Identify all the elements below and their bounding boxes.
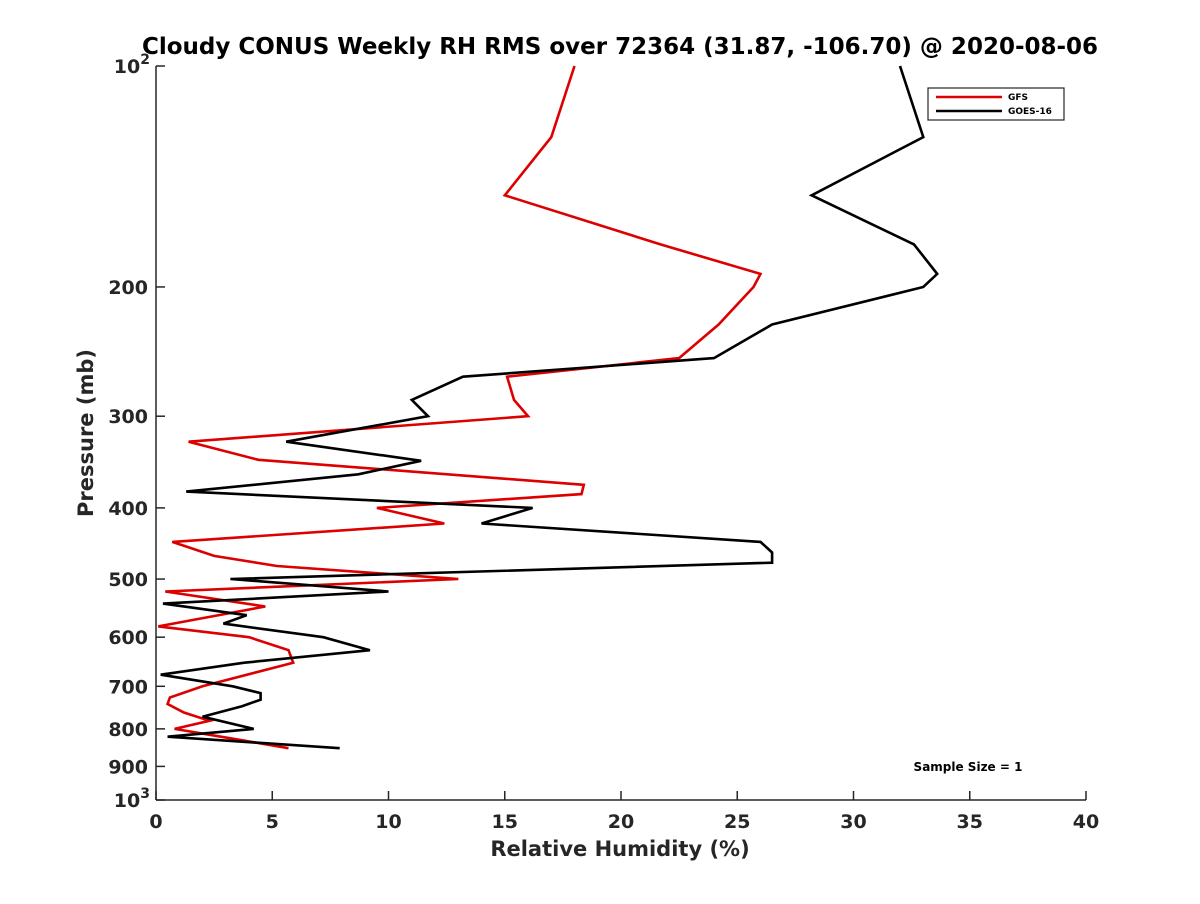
- y-tick-label: 300: [108, 406, 148, 428]
- sample-size-annotation: Sample Size = 1: [914, 760, 1023, 774]
- legend-entry-label: GOES-16: [1008, 107, 1052, 117]
- x-axis: 0 5 10 15 20 25 30 35 40: [149, 791, 1099, 833]
- legend-box: [927, 87, 1065, 121]
- y-tick-label: 400: [108, 498, 148, 520]
- y-tick-label: 900: [108, 756, 148, 778]
- y-tick-label: 200: [108, 277, 148, 299]
- plot-area: [155, 65, 1086, 801]
- y-tick-label: 102: [114, 52, 150, 78]
- y-tick-label: 600: [108, 627, 148, 649]
- legend-entry-label: GFS: [1008, 93, 1028, 103]
- x-tick-label: 5: [266, 811, 279, 833]
- chart-title: Cloudy CONUS Weekly RH RMS over 72364 (3…: [142, 34, 1098, 60]
- x-tick-label: 30: [840, 811, 866, 833]
- x-tick-label: 25: [724, 811, 750, 833]
- series-line-goes-16: [160, 65, 939, 750]
- y-tick-label: 500: [108, 569, 148, 591]
- y-axis: 102 200 300 400 500 600 700 800 900 103: [108, 52, 165, 812]
- series-line-gfs: [158, 65, 763, 750]
- x-tick-label: 15: [492, 811, 518, 833]
- y-axis-label: Pressure (mb): [74, 349, 98, 517]
- y-tick-label: 103: [114, 786, 150, 812]
- y-tick-label: 700: [108, 676, 148, 698]
- legend: GFS GOES-16: [927, 87, 1065, 121]
- x-axis-label: Relative Humidity (%): [490, 837, 749, 861]
- y-tick-label: 800: [108, 719, 148, 741]
- x-tick-label: 0: [149, 811, 162, 833]
- x-tick-label: 10: [375, 811, 401, 833]
- x-tick-label: 35: [957, 811, 983, 833]
- x-tick-label: 20: [608, 811, 634, 833]
- x-tick-label: 40: [1073, 811, 1099, 833]
